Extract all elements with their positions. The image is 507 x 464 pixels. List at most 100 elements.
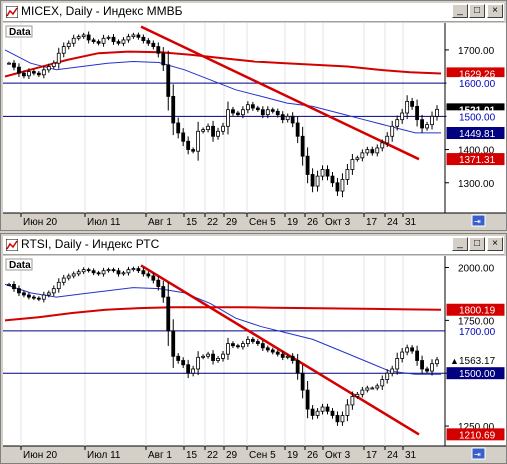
candle[interactable] [345, 399, 350, 422]
candle[interactable] [385, 132, 390, 148]
candle[interactable] [375, 144, 380, 157]
candle[interactable] [66, 273, 71, 281]
candle[interactable] [405, 344, 410, 356]
candle[interactable] [91, 268, 96, 276]
candle[interactable] [81, 32, 86, 39]
candle[interactable] [106, 267, 111, 273]
candle[interactable] [410, 97, 415, 110]
price-axis[interactable] [445, 256, 506, 446]
candle[interactable] [121, 37, 126, 47]
candle[interactable] [241, 106, 245, 119]
candle[interactable] [300, 364, 305, 399]
candle[interactable] [61, 42, 66, 58]
candle[interactable] [390, 365, 395, 377]
candle[interactable] [360, 386, 365, 398]
close-button[interactable]: × [487, 237, 503, 251]
trendline[interactable] [140, 264, 420, 436]
candle[interactable] [305, 381, 310, 419]
candle[interactable] [420, 114, 424, 133]
candle[interactable] [146, 271, 151, 279]
candle[interactable] [31, 295, 36, 301]
candle[interactable] [330, 171, 335, 187]
candle[interactable] [116, 39, 121, 46]
candle[interactable] [425, 366, 429, 374]
candle[interactable] [370, 146, 375, 156]
candle[interactable] [196, 351, 201, 376]
candle[interactable] [435, 356, 439, 367]
candle[interactable] [116, 267, 121, 277]
candle[interactable] [430, 359, 434, 376]
candle[interactable] [17, 285, 21, 297]
candle[interactable] [71, 271, 76, 279]
candle[interactable] [146, 38, 151, 46]
candle[interactable] [340, 173, 345, 198]
candle[interactable] [390, 120, 395, 142]
candle[interactable] [206, 351, 210, 359]
candle[interactable] [330, 408, 335, 419]
candle[interactable] [221, 350, 225, 362]
candle[interactable] [231, 341, 235, 349]
candle[interactable] [236, 343, 240, 349]
candle[interactable] [131, 266, 136, 272]
micex-titlebar[interactable]: MICEX, Daily - Индекс ММВБ _ □ × [3, 3, 504, 22]
candle[interactable] [186, 359, 191, 379]
candle[interactable] [290, 112, 295, 128]
candle[interactable] [280, 111, 285, 124]
moving-average-short[interactable] [4, 283, 441, 375]
candle[interactable] [335, 177, 340, 196]
candle[interactable] [320, 403, 325, 415]
candle[interactable] [136, 266, 141, 274]
candle[interactable] [161, 47, 166, 71]
candle[interactable] [255, 339, 260, 346]
minimize-button[interactable]: _ [452, 237, 468, 251]
candle[interactable] [245, 336, 250, 347]
candle[interactable] [41, 66, 46, 79]
candle[interactable] [121, 270, 126, 276]
candle[interactable] [280, 351, 285, 361]
trendline[interactable] [140, 25, 420, 161]
candle[interactable] [250, 337, 255, 344]
candle[interactable] [126, 33, 131, 43]
micex-chart[interactable]: 1700.00 1600.00 1500.00 1400.00 1300.00 1629… [1, 23, 506, 228]
minimize-button[interactable]: _ [452, 4, 468, 18]
candle[interactable] [216, 127, 220, 140]
candle[interactable] [315, 170, 320, 192]
candle[interactable] [425, 121, 429, 131]
candle[interactable] [171, 319, 176, 368]
candle[interactable] [201, 354, 205, 360]
candle[interactable] [66, 40, 71, 50]
close-button[interactable]: × [487, 4, 503, 18]
candle[interactable] [265, 106, 270, 119]
candle[interactable] [345, 164, 350, 185]
candle[interactable] [355, 391, 360, 399]
candle[interactable] [181, 357, 186, 368]
candle[interactable] [340, 411, 345, 426]
candle[interactable] [151, 272, 156, 284]
candle[interactable] [141, 267, 146, 277]
moving-average-long[interactable] [4, 306, 442, 322]
candle[interactable] [300, 126, 305, 166]
candle[interactable] [216, 356, 220, 363]
candle[interactable] [46, 63, 51, 73]
candle[interactable] [380, 139, 385, 152]
candle[interactable] [221, 122, 225, 135]
candle[interactable] [226, 337, 230, 360]
candle[interactable] [136, 32, 141, 40]
candle[interactable] [96, 39, 101, 46]
candle[interactable] [410, 345, 415, 354]
candle[interactable] [270, 107, 275, 114]
candle[interactable] [365, 385, 370, 393]
candle[interactable] [156, 276, 161, 291]
candle[interactable] [206, 123, 210, 133]
candle[interactable] [191, 147, 196, 154]
candle[interactable] [350, 154, 355, 175]
candle[interactable] [315, 408, 320, 419]
candle[interactable] [81, 267, 86, 275]
candle[interactable] [101, 34, 106, 47]
candle[interactable] [111, 34, 116, 45]
candle[interactable] [12, 281, 16, 292]
candle[interactable] [186, 136, 191, 155]
candle[interactable] [285, 113, 290, 123]
candle[interactable] [400, 348, 405, 363]
candle[interactable] [435, 105, 439, 121]
